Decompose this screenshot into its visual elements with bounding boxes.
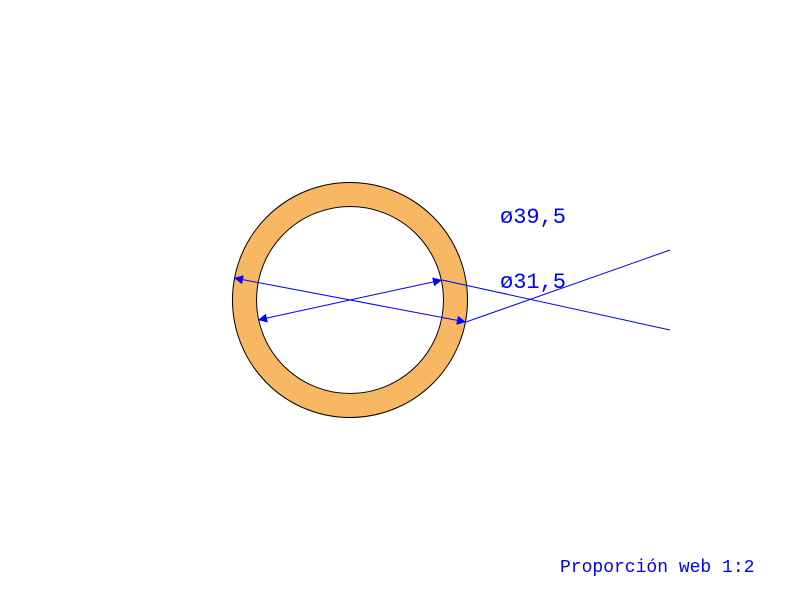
outer-diameter-label: ø39,5 bbox=[500, 205, 566, 230]
inner-circle-outline bbox=[256, 206, 444, 394]
inner-diameter-label: ø31,5 bbox=[500, 270, 566, 295]
scale-caption: Proporción web 1:2 bbox=[560, 558, 754, 578]
diagram-canvas: ø39,5 ø31,5 Proporción web 1:2 bbox=[0, 0, 800, 600]
